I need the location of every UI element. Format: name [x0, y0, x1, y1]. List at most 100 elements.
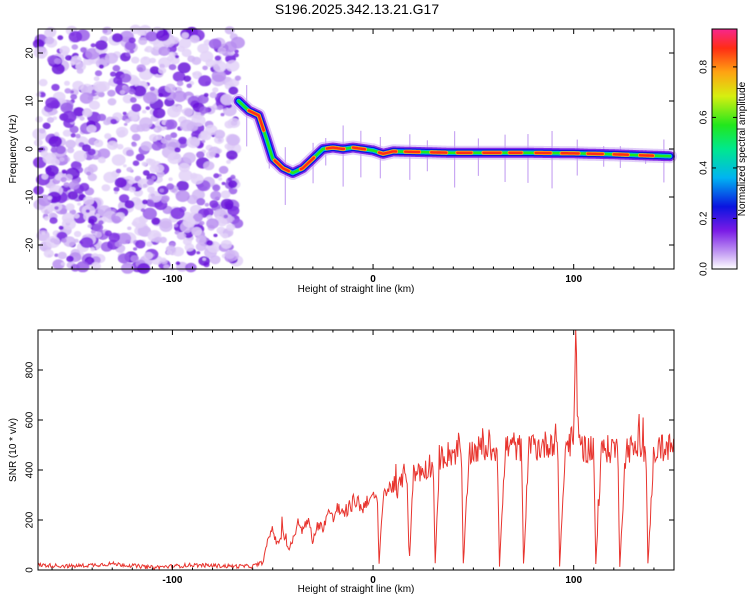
- noise-blob: [178, 136, 188, 145]
- noise-blob: [230, 36, 245, 49]
- noise-blob: [104, 133, 112, 140]
- noise-blob: [97, 91, 105, 98]
- noise-blob: [220, 190, 231, 199]
- signal-track: [231, 85, 677, 205]
- noise-blob: [228, 187, 238, 195]
- noise-blob: [47, 195, 53, 200]
- noise-blob: [128, 113, 139, 121]
- noise-blob: [187, 55, 196, 63]
- noise-blob: [233, 53, 239, 58]
- noise-blob: [189, 35, 200, 44]
- noise-blob: [133, 85, 147, 97]
- noise-blob: [128, 179, 134, 185]
- noise-blob: [149, 86, 155, 92]
- noise-blob: [143, 251, 154, 260]
- track-hot-core: [612, 153, 630, 156]
- noise-blob: [160, 196, 169, 204]
- noise-blob: [73, 213, 80, 219]
- noise-blob: [170, 36, 180, 45]
- noise-blob: [79, 92, 94, 104]
- noise-blob: [65, 55, 72, 61]
- noise-blob: [95, 213, 101, 218]
- noise-blob: [190, 173, 204, 185]
- noise-blob: [212, 87, 219, 93]
- noise-blob: [209, 255, 221, 265]
- noise-blob: [140, 56, 152, 66]
- noise-blob: [54, 131, 60, 137]
- colorbar-tick-label: 0.4: [699, 161, 710, 175]
- colorbar-gradient: [711, 28, 738, 270]
- noise-blob: [205, 59, 216, 68]
- noise-blob: [112, 112, 123, 121]
- chart-title: S196.2025.342.13.21.G17: [275, 1, 439, 17]
- noise-blob: [128, 37, 136, 44]
- noise-blob: [124, 118, 131, 124]
- noise-blob: [176, 80, 184, 87]
- noise-blob: [111, 215, 121, 224]
- noise-blob: [159, 218, 172, 229]
- noise-blob: [218, 177, 223, 181]
- noise-blob: [97, 156, 106, 164]
- noise-blob: [142, 207, 157, 220]
- noise-blob: [208, 38, 222, 49]
- noise-blob: [234, 49, 239, 54]
- track-hot-core: [377, 150, 398, 156]
- noise-blob: [214, 55, 222, 61]
- noise-blob: [226, 223, 236, 232]
- noise-blob: [68, 31, 83, 43]
- noise-blob: [61, 169, 67, 174]
- noise-blob: [147, 158, 156, 166]
- noise-blob: [63, 236, 76, 247]
- noise-blob: [196, 251, 201, 255]
- noise-blob: [199, 220, 205, 226]
- noise-blob: [68, 180, 80, 190]
- noise-blob: [226, 159, 231, 164]
- track-hot-core: [325, 146, 346, 151]
- noise-blob: [203, 161, 215, 171]
- noise-blob: [149, 165, 159, 173]
- noise-blob: [70, 94, 78, 100]
- colorbar: 0.0 0.2 0.4 0.6 0.8 Normalized spectral ampl…: [699, 28, 748, 276]
- noise-blob: [179, 119, 194, 132]
- noise-blob: [139, 117, 153, 129]
- noise-blob: [158, 92, 164, 98]
- noise-blob: [158, 67, 167, 74]
- noise-blob: [43, 249, 54, 258]
- noise-blob: [165, 119, 178, 130]
- noise-blob: [107, 98, 117, 106]
- noise-blob: [79, 116, 85, 121]
- noise-blob: [137, 263, 151, 274]
- noise-blob: [119, 90, 126, 95]
- noise-blob: [95, 246, 100, 250]
- noise-blob: [101, 184, 111, 192]
- noise-blob: [73, 230, 82, 238]
- noise-blob: [195, 242, 207, 252]
- noise-blob: [85, 209, 90, 213]
- noise-blob: [140, 80, 147, 87]
- noise-blob: [59, 157, 65, 162]
- noise-blob: [209, 92, 217, 99]
- noise-blob: [133, 247, 138, 251]
- noise-blob: [54, 58, 62, 65]
- noise-blob: [200, 131, 212, 141]
- noise-blob: [111, 154, 126, 166]
- noise-blob: [149, 66, 160, 75]
- noise-blob: [114, 191, 118, 195]
- noise-blob: [123, 164, 127, 168]
- noise-blob: [126, 167, 133, 172]
- noise-blob: [85, 48, 100, 60]
- noise-blob: [158, 46, 170, 56]
- noise-blob: [69, 125, 79, 134]
- noise-blob: [95, 58, 108, 69]
- noise-blob: [203, 208, 214, 217]
- noise-blob: [93, 139, 104, 148]
- noise-blob: [121, 262, 135, 274]
- noise-blob: [54, 253, 59, 257]
- noise-blob: [41, 231, 46, 235]
- snr-y-tick-label: 0: [25, 567, 36, 573]
- spec-y-tick-label: 0: [25, 146, 36, 152]
- noise-blob: [156, 29, 170, 42]
- noise-blob: [87, 148, 96, 156]
- noise-blob: [55, 145, 66, 155]
- noise-blob: [52, 259, 65, 270]
